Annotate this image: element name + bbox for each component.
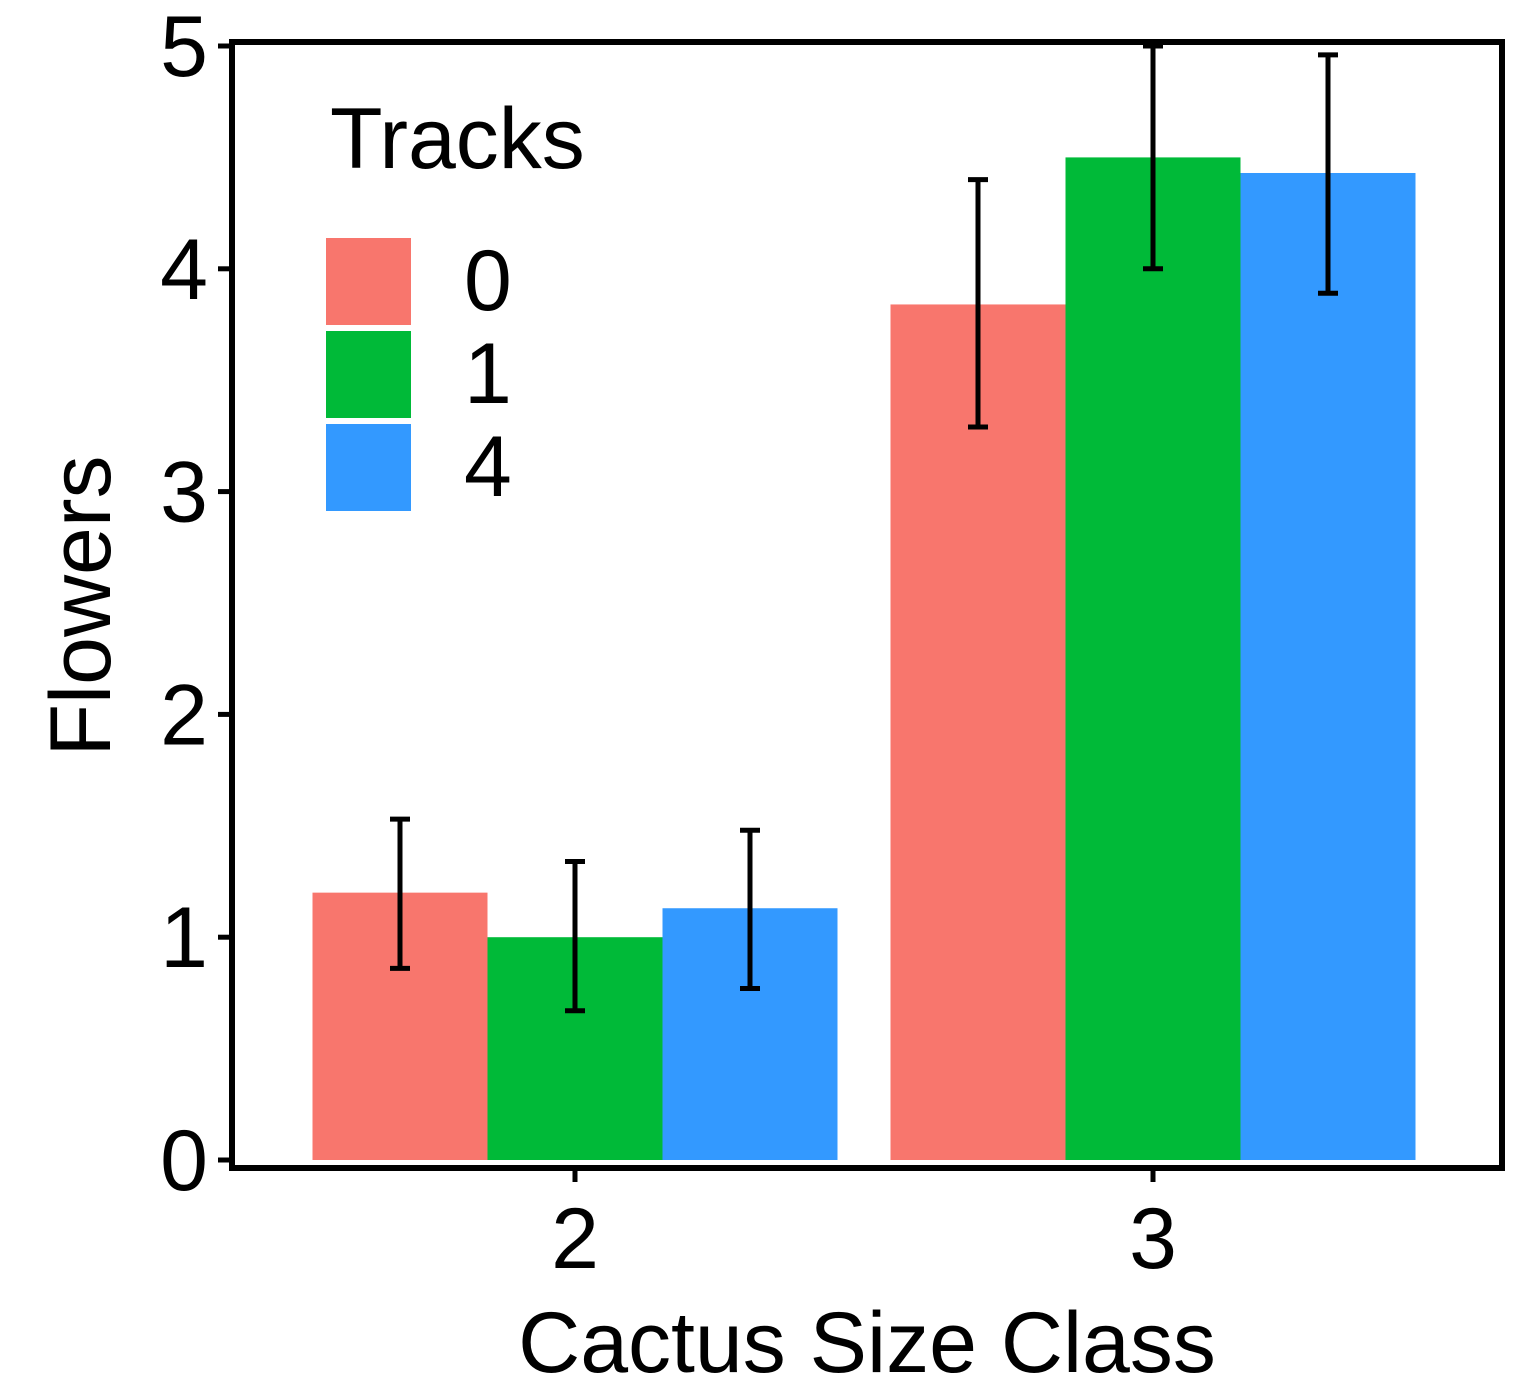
y-tick-label-0: 0 <box>160 1113 208 1209</box>
y-axis: 0 1 2 3 4 5 <box>160 0 232 1209</box>
legend-title: Tracks <box>330 91 585 187</box>
y-tick-label-4: 4 <box>160 222 208 318</box>
legend-label-0: 0 <box>464 233 512 329</box>
legend-label-1: 1 <box>464 326 512 422</box>
error-bar-size-3-tracks-1 <box>1143 43 1163 272</box>
error-bar-size-3-tracks-4 <box>1318 52 1338 296</box>
error-bar-size-2-tracks-1 <box>565 858 585 1014</box>
legend: Tracks 014 <box>326 91 585 515</box>
x-axis-title: Cactus Size Class <box>518 1295 1216 1391</box>
bar-size-3-tracks-4 <box>1240 172 1416 1161</box>
legend-key-0 <box>326 238 411 325</box>
error-bar-size-3-tracks-0 <box>968 177 988 430</box>
errorbars-layer <box>390 43 1338 1014</box>
y-tick-label-2: 2 <box>160 667 208 763</box>
x-tick-label-3: 3 <box>1129 1191 1177 1287</box>
plot-frame <box>229 39 1505 1171</box>
error-bar-size-2-tracks-0 <box>390 816 410 971</box>
y-axis-title: Flowers <box>33 455 129 756</box>
x-tick-label-2: 2 <box>551 1191 599 1287</box>
bar-size-3-tracks-1 <box>1065 157 1241 1160</box>
y-tick-label-1: 1 <box>160 890 208 986</box>
y-tick-label-3: 3 <box>160 445 208 541</box>
legend-key-4 <box>326 424 411 511</box>
legend-key-1 <box>326 331 411 418</box>
legend-label-4: 4 <box>464 419 512 515</box>
y-tick-label-5: 5 <box>160 0 208 95</box>
bar-size-3-tracks-0 <box>890 304 1066 1160</box>
bars-layer <box>312 157 1416 1161</box>
error-bar-size-2-tracks-4 <box>740 827 760 991</box>
